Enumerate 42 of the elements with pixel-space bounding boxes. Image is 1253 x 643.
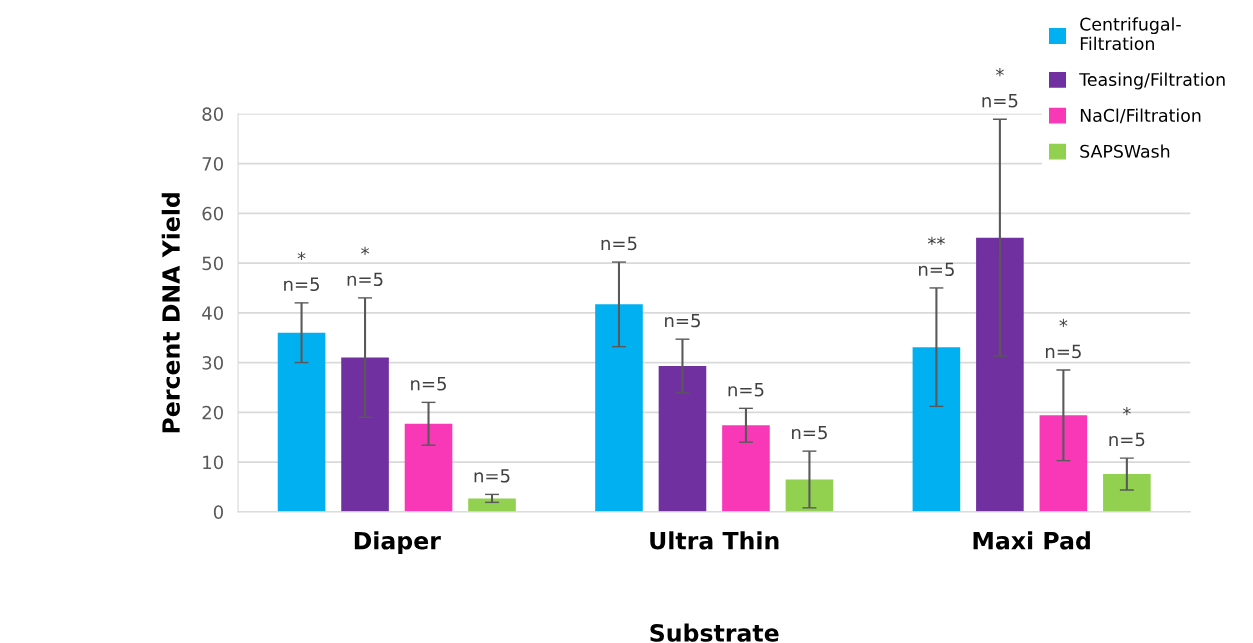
y-tick-label: 80	[202, 107, 223, 121]
bar	[341, 357, 389, 512]
annotation: * n=5	[284, 251, 320, 292]
annotation: * n=5	[1109, 406, 1145, 447]
annotation: * n=5	[1045, 318, 1081, 359]
annotation: n=5	[601, 236, 637, 251]
annotation: n=5	[411, 377, 446, 391]
legend-label: SAPSWash	[1080, 144, 1170, 158]
annotation: n=5	[474, 469, 510, 483]
x-tick-label: Diaper	[354, 531, 441, 555]
y-tick-label: 20	[202, 405, 223, 420]
bar	[976, 237, 1024, 512]
y-tick-label: 0	[213, 505, 223, 519]
annotation: n=5	[792, 425, 827, 440]
y-tick-label: 30	[202, 356, 223, 370]
annotation: n=5	[665, 313, 700, 328]
bar	[468, 498, 516, 512]
annotation: n=5	[728, 383, 764, 397]
bar	[595, 304, 643, 512]
annotation: * n=5	[347, 246, 383, 287]
legend-label: Centrifugal-Filtration	[1080, 17, 1181, 51]
legend-label: Teasing/Filtration	[1079, 72, 1225, 90]
y-tick-label: 10	[203, 455, 223, 470]
x-tick-label: Maxi Pad	[973, 531, 1090, 550]
bar	[277, 332, 326, 512]
bar	[722, 425, 770, 512]
bar	[912, 347, 961, 512]
y-axis-title: Percent DNA Yield	[161, 193, 180, 433]
y-tick-label: 40	[202, 306, 223, 320]
y-tick-label: 50	[202, 256, 223, 271]
y-tick-label: 60	[202, 206, 223, 221]
x-tick-label: Ultra Thin	[650, 531, 779, 550]
legend-label: NaCl/Filtration	[1080, 108, 1201, 124]
annotation: ** n=5	[919, 236, 954, 277]
bar	[1039, 415, 1088, 512]
bar	[404, 423, 453, 512]
bar	[785, 479, 834, 512]
bar	[658, 366, 707, 512]
bar	[1103, 474, 1151, 512]
x-axis-title: Substrate	[650, 623, 779, 642]
text: * n=5	[982, 68, 1018, 108]
y-tick-label: 70	[202, 157, 223, 171]
